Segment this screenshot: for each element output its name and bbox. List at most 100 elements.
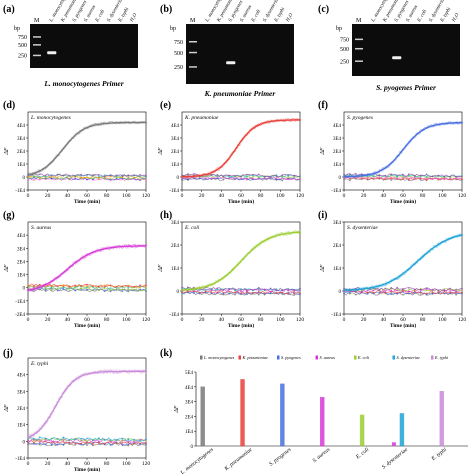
legend-entry: S. pyogenes bbox=[281, 355, 301, 360]
bar bbox=[399, 413, 405, 447]
positive-curve bbox=[181, 231, 301, 291]
baseline-curve bbox=[27, 177, 147, 181]
y-tick-label: 2E4 bbox=[17, 150, 26, 155]
baseline-curve bbox=[27, 442, 147, 447]
gel-caption: L. monocytogenes Primer bbox=[43, 79, 123, 88]
bar bbox=[200, 386, 205, 447]
bar bbox=[320, 396, 325, 447]
y-tick-label: 0 bbox=[177, 290, 180, 295]
y-axis-label: ΔF bbox=[4, 264, 10, 273]
positive-curve bbox=[27, 121, 146, 176]
x-tick-label: 120 bbox=[142, 317, 151, 323]
x-tick-label: 100 bbox=[276, 317, 285, 323]
x-tick-label: 60 bbox=[400, 317, 406, 323]
y-tick-label: 2E4 bbox=[17, 407, 26, 412]
gel-bp-label: bp bbox=[336, 26, 342, 32]
plot-1: (e) K. pneumoniae 0 20 40 60 80 100 120 Time (min… bbox=[158, 100, 304, 205]
gel-lane-label: E. coli bbox=[417, 9, 429, 24]
baseline-curve bbox=[27, 436, 147, 442]
plot-panel-letter: (f) bbox=[318, 100, 328, 111]
plot-panel-letter: (e) bbox=[160, 100, 171, 111]
gel-image bbox=[30, 24, 138, 68]
gel-ladder-band bbox=[33, 54, 41, 57]
bar-y-tick-label: 5E4 bbox=[185, 371, 194, 376]
gel-ladder-band bbox=[33, 36, 41, 38]
x-tick-label: 100 bbox=[276, 193, 285, 199]
x-axis-label: Time (min) bbox=[228, 322, 254, 329]
positive-curve bbox=[27, 245, 147, 291]
positive-curve bbox=[344, 234, 463, 291]
x-tick-label: 60 bbox=[400, 193, 406, 199]
plot-title: S. aureus bbox=[31, 225, 51, 231]
x-tick-label: 80 bbox=[104, 461, 110, 467]
y-tick-label: 2E4 bbox=[333, 150, 342, 155]
legend-swatch bbox=[315, 355, 318, 360]
x-axis-label: Time (min) bbox=[74, 322, 100, 329]
baseline-curve bbox=[27, 173, 147, 178]
gel-ladder-label: 250 bbox=[18, 54, 27, 60]
x-tick-label: 0 bbox=[343, 317, 346, 323]
y-tick-label: 1E4 bbox=[17, 274, 26, 279]
x-tick-label: 120 bbox=[296, 317, 305, 323]
x-tick-label: 80 bbox=[258, 193, 264, 199]
legend-entry: E. coli bbox=[357, 355, 370, 360]
y-tick-label: 3E4 bbox=[171, 221, 180, 226]
gel-ladder-label: 500 bbox=[340, 47, 349, 53]
x-tick-label: 60 bbox=[84, 317, 90, 323]
baseline-point bbox=[299, 293, 301, 296]
y-axis-label: ΔF bbox=[320, 147, 326, 156]
x-tick-label: 100 bbox=[438, 193, 447, 199]
x-tick-label: 0 bbox=[27, 461, 30, 467]
legend-swatch bbox=[354, 355, 357, 360]
y-tick-label: -1E4 bbox=[15, 300, 25, 305]
gel-lane-label: E. coli bbox=[251, 9, 263, 24]
bar-y-tick-label: 1E4 bbox=[185, 430, 194, 435]
x-tick-label: 120 bbox=[458, 193, 467, 199]
legend-entry: K. pneumoniae bbox=[242, 355, 268, 360]
x-tick-label: 100 bbox=[122, 317, 131, 323]
gel-panel-letter: (c) bbox=[318, 4, 329, 15]
x-tick-label: 20 bbox=[45, 461, 51, 467]
positive-curve bbox=[343, 121, 463, 178]
y-tick-label: 0 bbox=[339, 176, 342, 181]
x-tick-label: 0 bbox=[181, 317, 184, 323]
y-tick-label: -2E4 bbox=[15, 313, 25, 318]
plot-title: E. typhi bbox=[30, 361, 49, 367]
baseline-curve bbox=[27, 440, 147, 445]
y-tick-label: 0 bbox=[23, 440, 26, 445]
gel-ladder-label: 500 bbox=[18, 43, 27, 49]
plot-title: S. pyogenes bbox=[347, 115, 373, 121]
y-tick-label: 3E4 bbox=[17, 390, 26, 395]
bar bbox=[391, 442, 396, 446]
y-tick-label: 4E4 bbox=[333, 124, 342, 129]
y-tick-label: 4E4 bbox=[171, 124, 180, 129]
plot-title: K. pneumoniae bbox=[184, 115, 219, 121]
y-tick-label: 2E4 bbox=[171, 244, 180, 249]
gel-marker-label: M bbox=[190, 18, 196, 24]
bar-chart-panel: (k) 0 1E4 2E4 3E4 4E4 5E4 ΔF L. monocytogenes K. … bbox=[160, 348, 468, 474]
x-tick-label: 120 bbox=[142, 461, 151, 467]
y-tick-label: 4E4 bbox=[17, 234, 26, 239]
y-tick-label: -1E4 bbox=[15, 457, 25, 462]
legend-swatch bbox=[431, 355, 434, 360]
x-axis-label: Time (min) bbox=[74, 198, 100, 205]
gel-marker-label: M bbox=[34, 18, 40, 24]
data-point bbox=[244, 255, 247, 258]
baseline-curve bbox=[343, 174, 463, 179]
y-tick-label: 1E4 bbox=[17, 424, 26, 429]
x-tick-label: 100 bbox=[122, 461, 131, 467]
x-axis-label: Time (min) bbox=[390, 198, 416, 205]
plot-title: S. dysenteriae bbox=[347, 225, 378, 231]
x-tick-label: 0 bbox=[343, 193, 346, 199]
bar bbox=[240, 379, 245, 447]
y-tick-label: 2E4 bbox=[171, 150, 180, 155]
x-tick-label: 80 bbox=[258, 317, 264, 323]
y-tick-label: 2E4 bbox=[333, 244, 342, 249]
gel-ladder-label: 750 bbox=[18, 35, 27, 41]
bar bbox=[280, 383, 285, 447]
bar-y-axis-label: ΔF bbox=[174, 405, 180, 414]
gel-image bbox=[352, 24, 460, 76]
